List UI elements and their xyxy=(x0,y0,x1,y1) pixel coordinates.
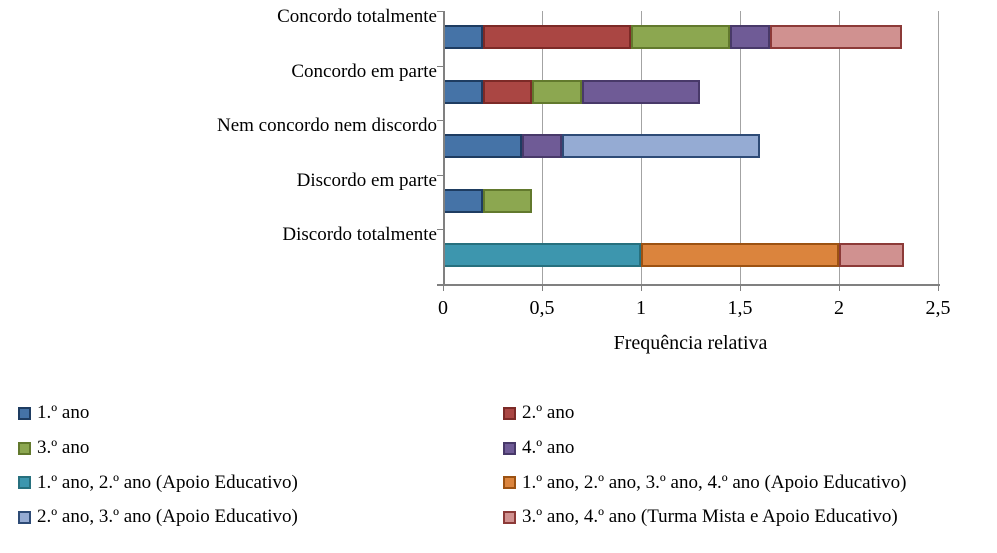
legend-label: 4.º ano xyxy=(522,437,575,459)
y-axis-tick xyxy=(437,120,443,122)
legend-swatch xyxy=(503,510,516,524)
x-axis-tick xyxy=(740,284,741,291)
legend-swatch xyxy=(503,406,516,420)
bar-segment xyxy=(482,25,632,49)
x-axis-line xyxy=(437,284,940,286)
x-tick-label: 0,5 xyxy=(529,297,555,319)
y-axis-tick xyxy=(437,11,443,12)
legend-label: 1.º ano xyxy=(37,402,90,424)
bar-row xyxy=(443,243,905,268)
bar-row xyxy=(443,25,903,49)
bar-segment xyxy=(443,79,483,104)
x-axis-tick xyxy=(641,284,642,291)
x-axis-tick xyxy=(443,284,444,291)
legend-item: 3.º ano, 4.º ano (Turma Mista e Apoio Ed… xyxy=(503,500,906,535)
category-label: Concordo em parte xyxy=(291,60,437,82)
bar-segment xyxy=(443,243,641,268)
legend-swatch xyxy=(18,406,31,420)
legend-item: 1.º ano xyxy=(18,396,298,431)
bar-segment xyxy=(631,25,731,49)
legend-label: 1.º ano, 2.º ano, 3.º ano, 4.º ano (Apoi… xyxy=(522,471,907,493)
gridline xyxy=(938,11,939,284)
bar-segment xyxy=(443,134,523,159)
bar-row xyxy=(443,134,760,159)
legend-swatch xyxy=(18,476,31,490)
x-axis-title: Frequência relativa xyxy=(613,332,768,354)
x-axis-tick xyxy=(542,284,543,291)
category-label: Discordo em parte xyxy=(296,169,437,191)
x-tick-label: 1,5 xyxy=(727,297,753,319)
legend-column: 2.º ano 4.º ano 1.º ano, 2.º ano, 3.º ano,… xyxy=(503,396,906,535)
y-axis-line xyxy=(443,11,445,286)
bar-segment xyxy=(769,25,903,49)
y-axis-tick xyxy=(437,65,443,67)
bar-segment xyxy=(641,243,839,268)
bar-segment xyxy=(443,188,483,213)
legend-label: 3.º ano, 4.º ano (Turma Mista e Apoio Ed… xyxy=(522,506,898,528)
gridline xyxy=(839,11,840,284)
y-axis-tick xyxy=(437,229,443,231)
category-label: Concordo totalmente xyxy=(277,6,437,27)
bar-row xyxy=(443,188,533,213)
legend-label: 3.º ano xyxy=(37,437,90,459)
bar-segment xyxy=(443,25,483,49)
legend-item: 2.º ano xyxy=(503,396,906,431)
legend-label: 1.º ano, 2.º ano (Apoio Educativo) xyxy=(37,471,298,493)
legend-item: 1.º ano, 2.º ano, 3.º ano, 4.º ano (Apoi… xyxy=(503,465,906,500)
x-axis-tick xyxy=(839,284,840,291)
legend-swatch xyxy=(18,441,31,455)
legend-item: 3.º ano xyxy=(18,431,298,466)
category-label: Discordo totalmente xyxy=(282,224,437,246)
bar-segment xyxy=(839,243,905,268)
x-tick-label: 2,5 xyxy=(925,297,951,319)
x-tick-label: 2 xyxy=(834,297,844,319)
bar-segment xyxy=(532,79,582,104)
legend-label: 2.º ano, 3.º ano (Apoio Educativo) xyxy=(37,506,298,528)
bar-segment xyxy=(482,188,533,213)
bar-row xyxy=(443,79,701,104)
legend-swatch xyxy=(18,510,31,524)
y-axis-tick xyxy=(437,174,443,176)
x-axis-tick xyxy=(938,284,939,291)
x-tick-label: 1 xyxy=(636,297,646,319)
legend-column: 1.º ano 3.º ano 1.º ano, 2.º ano (Apoio Ed… xyxy=(18,396,298,535)
bar-segment xyxy=(581,79,701,104)
legend-label: 2.º ano xyxy=(522,402,575,424)
bar-segment xyxy=(522,134,562,159)
category-label: Nem concordo nem discordo xyxy=(216,115,437,137)
bar-segment xyxy=(482,79,533,104)
bar-segment xyxy=(561,134,760,159)
x-tick-label: 0 xyxy=(438,297,448,319)
legend-item: 2.º ano, 3.º ano (Apoio Educativo) xyxy=(18,500,298,535)
legend-swatch xyxy=(503,441,516,455)
legend-item: 4.º ano xyxy=(503,431,906,466)
legend-item: 1.º ano, 2.º ano (Apoio Educativo) xyxy=(18,465,298,500)
bar-segment xyxy=(730,25,770,49)
legend-swatch xyxy=(503,476,516,490)
